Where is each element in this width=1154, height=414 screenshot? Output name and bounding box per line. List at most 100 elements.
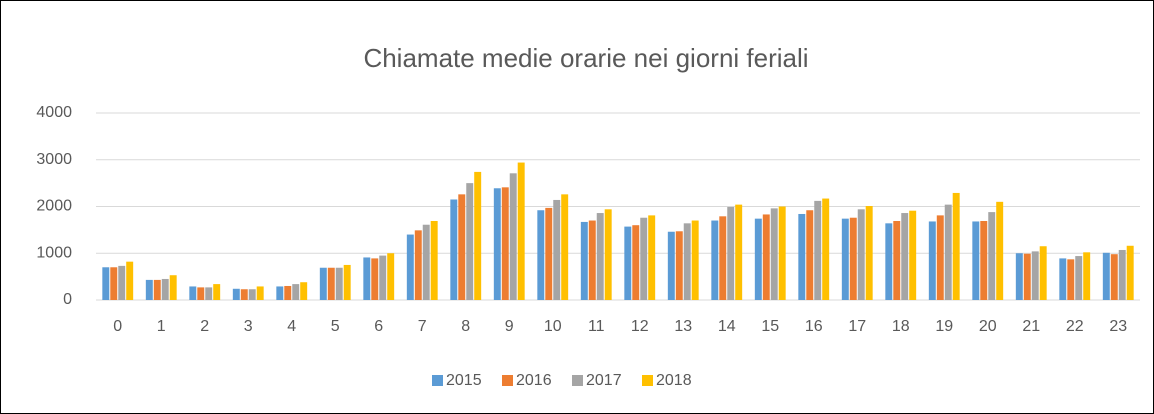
bar <box>841 218 849 300</box>
bar <box>936 215 944 300</box>
bar <box>778 206 786 300</box>
bar <box>474 171 482 300</box>
bar <box>1023 253 1031 300</box>
bar <box>197 287 205 300</box>
x-tick-label: 6 <box>374 318 383 335</box>
bar <box>952 192 960 300</box>
legend-swatch <box>572 375 583 386</box>
bar <box>1118 249 1126 300</box>
bar <box>1067 259 1075 300</box>
bar <box>110 267 118 300</box>
y-tick-label: 1000 <box>36 244 72 261</box>
bar <box>988 212 996 300</box>
bar <box>814 200 822 300</box>
bar <box>327 267 335 300</box>
y-tick-label: 3000 <box>36 151 72 168</box>
x-tick-label: 18 <box>892 318 910 335</box>
bar <box>232 288 240 300</box>
bar <box>118 265 126 300</box>
bar <box>640 217 648 300</box>
bar <box>343 264 351 300</box>
bar <box>300 282 308 300</box>
bar <box>1031 251 1039 300</box>
bar <box>248 289 256 300</box>
bar <box>363 257 371 300</box>
x-tick-label: 21 <box>1022 318 1040 335</box>
bar <box>865 206 873 300</box>
bar <box>849 217 857 300</box>
bar <box>1126 245 1134 300</box>
x-tick-label: 12 <box>631 318 649 335</box>
bar <box>980 220 988 300</box>
bar <box>798 213 806 300</box>
x-tick-label: 11 <box>588 318 605 335</box>
bar <box>806 210 814 300</box>
bar <box>667 231 675 300</box>
bar <box>205 287 213 300</box>
bar <box>466 183 474 300</box>
bar <box>770 208 778 300</box>
bar <box>604 209 612 300</box>
bar <box>422 224 430 300</box>
bar <box>240 289 248 300</box>
bar <box>754 218 762 300</box>
x-tick-label: 22 <box>1066 318 1084 335</box>
legend-label: 2016 <box>516 372 552 389</box>
bar <box>683 223 691 300</box>
bar <box>1039 246 1047 300</box>
bar <box>691 220 699 300</box>
bar <box>501 187 509 300</box>
bar <box>727 206 735 300</box>
x-tick-label: 0 <box>113 318 122 335</box>
y-tick-label: 2000 <box>36 198 72 215</box>
bar <box>1015 253 1023 300</box>
bar <box>711 220 719 300</box>
x-tick-label: 5 <box>331 318 340 335</box>
bar <box>553 199 561 300</box>
x-tick-label: 13 <box>674 318 692 335</box>
bar <box>909 210 917 300</box>
bar <box>537 210 545 300</box>
x-tick-label: 9 <box>505 318 514 335</box>
bar <box>1102 252 1110 300</box>
x-tick-label: 17 <box>848 318 866 335</box>
legend-swatch <box>502 375 513 386</box>
x-tick-label: 16 <box>805 318 823 335</box>
x-tick-label: 7 <box>418 318 427 335</box>
bar <box>632 225 640 300</box>
bar <box>517 162 525 300</box>
bar <box>145 279 153 300</box>
bar <box>719 216 727 300</box>
bar <box>414 230 422 300</box>
bar <box>319 267 327 300</box>
bar <box>857 209 865 300</box>
legend-swatch <box>432 375 443 386</box>
bar <box>928 221 936 300</box>
bar <box>996 201 1004 300</box>
bar <box>972 221 980 300</box>
bar <box>648 215 656 300</box>
x-tick-label: 10 <box>544 318 562 335</box>
y-tick-label: 4000 <box>36 104 72 121</box>
legend-swatch <box>642 375 653 386</box>
x-tick-label: 19 <box>935 318 953 335</box>
x-tick-label: 3 <box>244 318 253 335</box>
bar <box>126 261 134 300</box>
bar <box>169 275 177 300</box>
bar <box>387 253 395 300</box>
bar <box>675 231 683 300</box>
bar <box>1083 252 1091 300</box>
bar <box>335 267 343 300</box>
bar <box>901 213 909 300</box>
bar <box>561 194 569 300</box>
bar <box>893 220 901 300</box>
bar <box>1110 254 1118 300</box>
bar <box>596 213 604 300</box>
x-tick-label: 1 <box>157 318 166 335</box>
bar <box>292 284 300 300</box>
bar <box>161 278 169 300</box>
bar <box>493 188 501 300</box>
x-tick-label: 2 <box>200 318 209 335</box>
